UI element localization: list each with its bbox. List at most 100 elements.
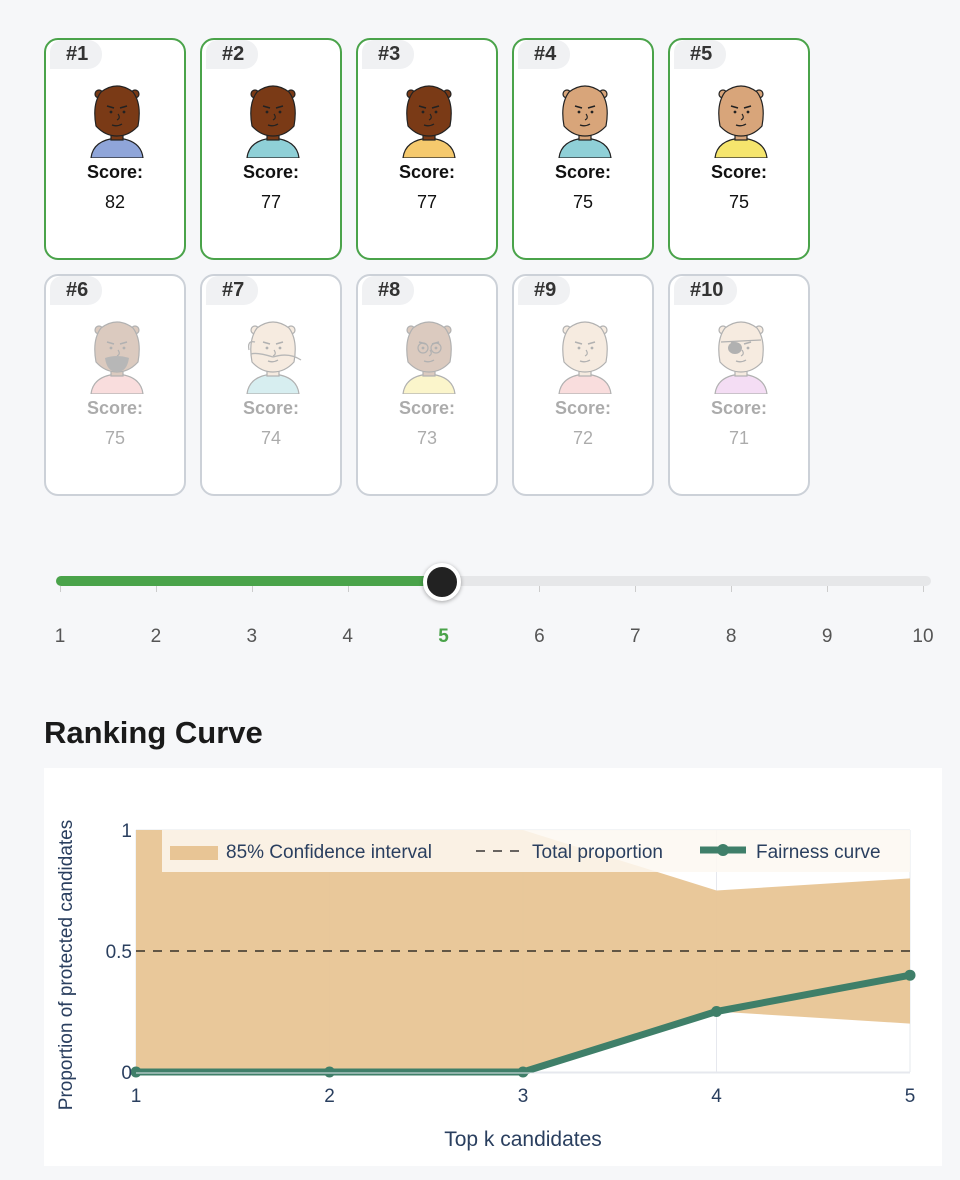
slider-handle[interactable] <box>423 563 461 601</box>
x-tick-label: 3 <box>518 1086 529 1107</box>
rank-badge: #6 <box>50 276 103 305</box>
rank-badge: #8 <box>362 276 415 305</box>
slider-tick <box>347 586 349 592</box>
rank-badge: #9 <box>518 276 571 305</box>
y-tick-label: 0.5 <box>106 942 132 963</box>
score-label: Score: <box>86 162 144 182</box>
slider-tick-label[interactable]: 5 <box>438 626 449 647</box>
x-tick-label: 5 <box>905 1086 916 1107</box>
slider-tick-label[interactable]: 10 <box>912 626 934 647</box>
rank-badge: #5 <box>674 40 727 69</box>
candidate-card[interactable]: Score: 77 #2 <box>200 38 342 260</box>
legend-swatch-confidence[interactable] <box>170 846 218 860</box>
slider-fill <box>56 576 440 586</box>
ranking-curve-chart: 1 2 3 4 5 0 0.5 1 Top k candidates Proportion of … <box>44 768 942 1166</box>
y-tick-label: 0 <box>121 1063 132 1084</box>
score-label: Score: <box>242 162 300 182</box>
avatar-icon <box>558 85 612 158</box>
card-body: Score: 82 <box>46 40 184 258</box>
avatar-icon <box>402 85 456 158</box>
score-label: Score: <box>398 398 456 418</box>
score-value: 75 <box>572 192 594 212</box>
score-label: Score: <box>86 398 144 418</box>
card-body: Score: 71 <box>670 276 808 494</box>
avatar-icon <box>714 85 768 158</box>
slider-tick <box>60 586 61 592</box>
y-tick-label: 1 <box>121 821 132 842</box>
slider-tick <box>923 586 924 592</box>
chart-legend: 85% Confidence interval Total proportion F… <box>162 830 910 872</box>
score-value: 71 <box>728 428 750 448</box>
section-title: Ranking Curve <box>44 715 263 750</box>
slider-tick-label[interactable]: 6 <box>534 626 545 647</box>
card-body: Score: 77 <box>358 40 496 258</box>
x-tick-label: 1 <box>131 1086 142 1107</box>
score-label: Score: <box>710 398 768 418</box>
slider-tick-label[interactable]: 7 <box>630 626 641 647</box>
score-label: Score: <box>554 398 612 418</box>
score-value: 77 <box>260 192 282 212</box>
legend-label-fairness[interactable]: Fairness curve <box>756 842 881 863</box>
rank-badge: #10 <box>674 276 738 305</box>
candidate-card[interactable]: Score: 75 #6 <box>44 274 186 496</box>
fairness-curve-point[interactable] <box>904 969 916 981</box>
fairness-curve-point[interactable] <box>324 1066 335 1078</box>
slider-tick <box>155 586 157 592</box>
score-value: 73 <box>416 428 438 448</box>
y-axis-title: Proportion of protected candidates <box>56 820 77 1110</box>
card-body: Score: 75 <box>514 40 652 258</box>
card-body: Score: 75 <box>670 40 808 258</box>
card-body: Score: 72 <box>514 276 652 494</box>
rank-badge: #4 <box>518 40 571 69</box>
score-label: Score: <box>554 162 612 182</box>
slider-tick-label[interactable]: 8 <box>725 626 737 647</box>
slider-tick <box>251 586 253 592</box>
card-body: Score: 73 <box>358 276 496 494</box>
rank-badge: #1 <box>50 40 103 69</box>
legend-label-total[interactable]: Total proportion <box>532 842 663 863</box>
score-value: 75 <box>728 192 750 212</box>
rank-badge: #7 <box>206 276 259 305</box>
avatar-icon <box>246 85 300 158</box>
candidate-card[interactable]: Score: 73 #8 <box>356 274 498 496</box>
x-tick-label: 4 <box>711 1086 722 1107</box>
avatar-icon <box>90 85 144 158</box>
slider-tick-label[interactable]: 1 <box>54 626 66 647</box>
slider-tick-label[interactable]: 3 <box>246 626 258 647</box>
score-label: Score: <box>710 162 768 182</box>
top-k-slider[interactable]: 1 2 3 4 5 6 7 8 9 10 <box>55 560 934 647</box>
avatar-icon <box>402 321 456 394</box>
legend-marker-fairness <box>717 844 729 856</box>
legend-background <box>162 830 910 872</box>
score-value: 77 <box>416 192 438 212</box>
x-tick-label: 2 <box>324 1086 335 1107</box>
candidate-grid: Score: 82 #1 Score: 77 #2 Score: 77 #3 Score: 75 #4… <box>44 38 810 496</box>
avatar-icon <box>558 321 612 394</box>
avatar-icon <box>90 321 144 394</box>
avatar-icon <box>246 321 302 394</box>
card-body: Score: 77 <box>202 40 340 258</box>
candidate-card[interactable]: Score: 71 #10 <box>668 274 810 496</box>
slider-tick-label[interactable]: 2 <box>150 626 162 647</box>
avatar-icon <box>714 321 768 394</box>
slider-tick <box>827 586 829 592</box>
rank-badge: #2 <box>206 40 259 69</box>
candidate-card[interactable]: Score: 72 #9 <box>512 274 654 496</box>
slider-tick-label[interactable]: 9 <box>821 626 833 647</box>
candidate-card[interactable]: Score: 77 #3 <box>356 38 498 260</box>
score-value: 72 <box>572 428 594 448</box>
score-value: 74 <box>260 428 282 448</box>
slider-tick-label[interactable]: 4 <box>342 626 353 647</box>
candidate-card[interactable]: Score: 75 #4 <box>512 38 654 260</box>
rank-badge: #3 <box>362 40 415 69</box>
score-value: 75 <box>104 428 126 448</box>
fairness-curve-point[interactable] <box>517 1066 529 1078</box>
fairness-curve-point[interactable] <box>711 1006 722 1017</box>
slider-track[interactable] <box>56 576 931 586</box>
fairness-curve-point[interactable] <box>130 1066 142 1078</box>
legend-label-confidence[interactable]: 85% Confidence interval <box>226 842 432 863</box>
candidate-card[interactable]: Score: 82 #1 <box>44 38 186 260</box>
slider-tick <box>635 586 637 592</box>
candidate-card[interactable]: Score: 75 #5 <box>668 38 810 260</box>
candidate-card[interactable]: Score: 74 #7 <box>200 274 342 496</box>
